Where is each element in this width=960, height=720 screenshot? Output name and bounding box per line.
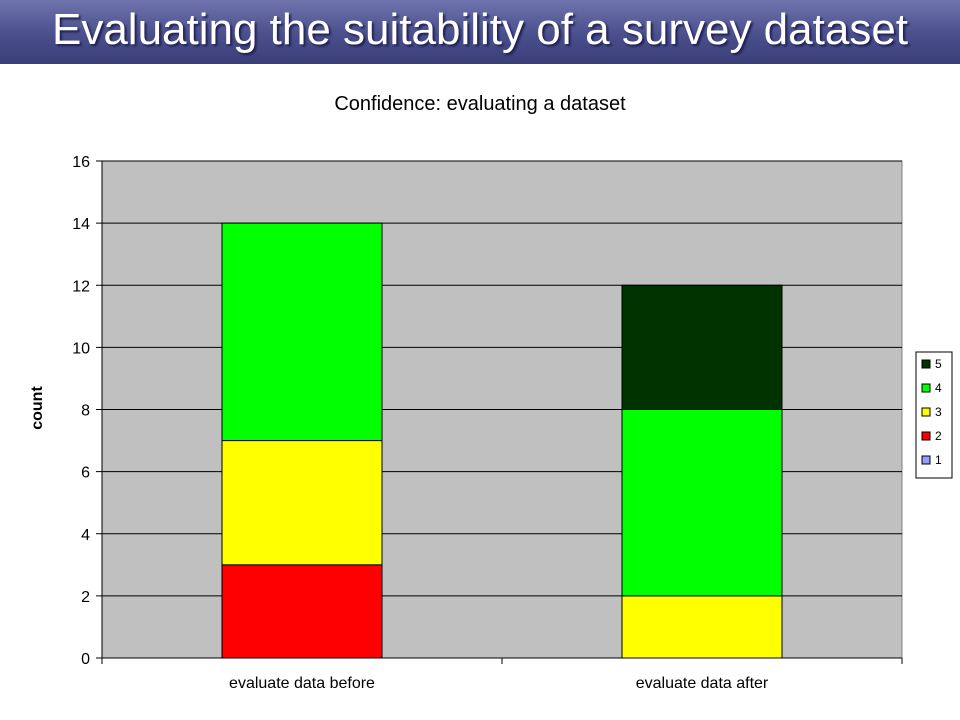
y-tick-label: 10 bbox=[72, 340, 90, 357]
y-tick-label: 12 bbox=[72, 278, 90, 295]
slide-header: Evaluating the suitability of a survey d… bbox=[0, 0, 960, 64]
bar-segment-3-1 bbox=[221, 440, 383, 566]
slide-title: Evaluating the suitability of a survey d… bbox=[51, 5, 909, 54]
legend-label-2: 2 bbox=[935, 429, 942, 443]
y-tick-label: 2 bbox=[81, 589, 90, 606]
y-tick-label: 0 bbox=[81, 651, 90, 668]
legend-swatch-4 bbox=[921, 383, 931, 393]
legend: 5 4 3 2 1 bbox=[915, 351, 953, 479]
bar-segment-4-2 bbox=[621, 409, 783, 597]
bar-segment-2-1 bbox=[221, 564, 383, 659]
chart-title: Confidence: evaluating a dataset bbox=[334, 93, 626, 115]
y-tick-label: 6 bbox=[81, 465, 90, 482]
legend-swatch-3 bbox=[921, 407, 931, 417]
stacked-bar-chart: Confidence: evaluating a dataset count 0… bbox=[29, 93, 953, 692]
legend-label-3: 3 bbox=[935, 405, 942, 419]
legend-swatch-2 bbox=[921, 431, 931, 441]
x-tick-label: evaluate data before bbox=[229, 675, 375, 692]
y-tick-label: 14 bbox=[72, 216, 90, 233]
y-tick-label: 4 bbox=[81, 527, 90, 544]
y-axis-label: count bbox=[29, 386, 46, 430]
bar-segment-3-2 bbox=[621, 595, 783, 659]
legend-label-1: 1 bbox=[935, 453, 942, 467]
legend-swatch-1 bbox=[921, 455, 931, 465]
legend-label-5: 5 bbox=[935, 357, 942, 371]
legend-swatch-5 bbox=[921, 359, 931, 369]
x-tick-label: evaluate data after bbox=[636, 675, 769, 692]
legend-label-4: 4 bbox=[935, 381, 942, 395]
y-tick-label: 16 bbox=[72, 154, 90, 171]
legend-box bbox=[915, 351, 953, 479]
bar-segment-4-1 bbox=[221, 222, 383, 442]
y-tick-label: 8 bbox=[81, 403, 90, 420]
bar-segment-5-2 bbox=[621, 284, 783, 410]
plot-area: 0 2 4 6 8 10 12 14 16 evaluate data before evaluat… bbox=[72, 154, 903, 692]
